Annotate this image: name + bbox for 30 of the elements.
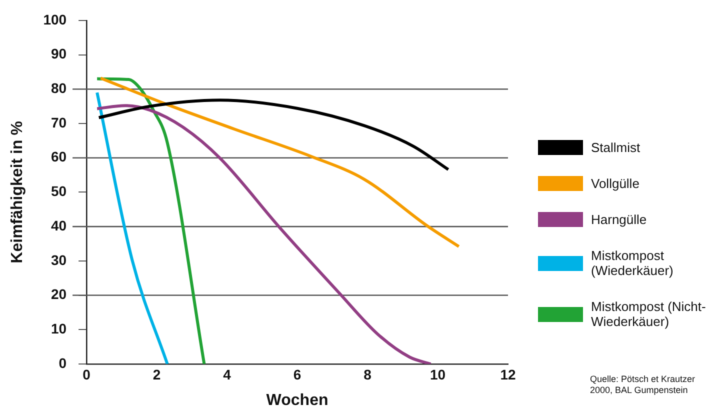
- legend-label: Vollgülle: [591, 176, 640, 191]
- y-tick-label: 60: [50, 148, 67, 165]
- y-tick-label: 70: [50, 114, 67, 130]
- y-tick-label: 50: [50, 183, 67, 200]
- y-axis-title: Keimfähigkeit in %: [9, 121, 26, 264]
- y-tick-label: 40: [50, 217, 67, 234]
- x-tick-label: 10: [430, 366, 446, 382]
- x-tick-label: 6: [293, 366, 302, 382]
- legend-label: Stallmist: [591, 140, 640, 155]
- x-tick-label: 2: [152, 366, 161, 382]
- source-note: Quelle: Pötsch et Krautzer 2000, BAL Gumpenstein: [590, 374, 696, 396]
- y-tick-label: 80: [50, 80, 67, 96]
- y-tick-label: 30: [50, 252, 67, 268]
- x-tick-label: 8: [364, 366, 372, 382]
- y-tick-label: 20: [50, 286, 67, 302]
- x-tick-label: 12: [500, 366, 516, 382]
- line-series: [96, 77, 206, 364]
- x-axis-title: Wochen: [266, 392, 328, 409]
- legend-label: Harngülle: [591, 212, 647, 227]
- legend-label: Mistkompost (Wiederkäuer): [591, 248, 674, 278]
- legend-label: Mistkompost (Nicht-Wiederkäuer): [591, 299, 707, 329]
- y-tick-label: 90: [50, 46, 67, 62]
- y-tick-label: 10: [50, 320, 67, 336]
- x-tick-label: 0: [82, 366, 91, 382]
- line-series: [97, 98, 450, 172]
- line-series: [96, 104, 432, 364]
- y-tick-label: 0: [58, 354, 67, 371]
- x-tick-label: 4: [223, 366, 232, 382]
- y-tick-label: 100: [43, 11, 67, 28]
- line-series: [99, 76, 460, 248]
